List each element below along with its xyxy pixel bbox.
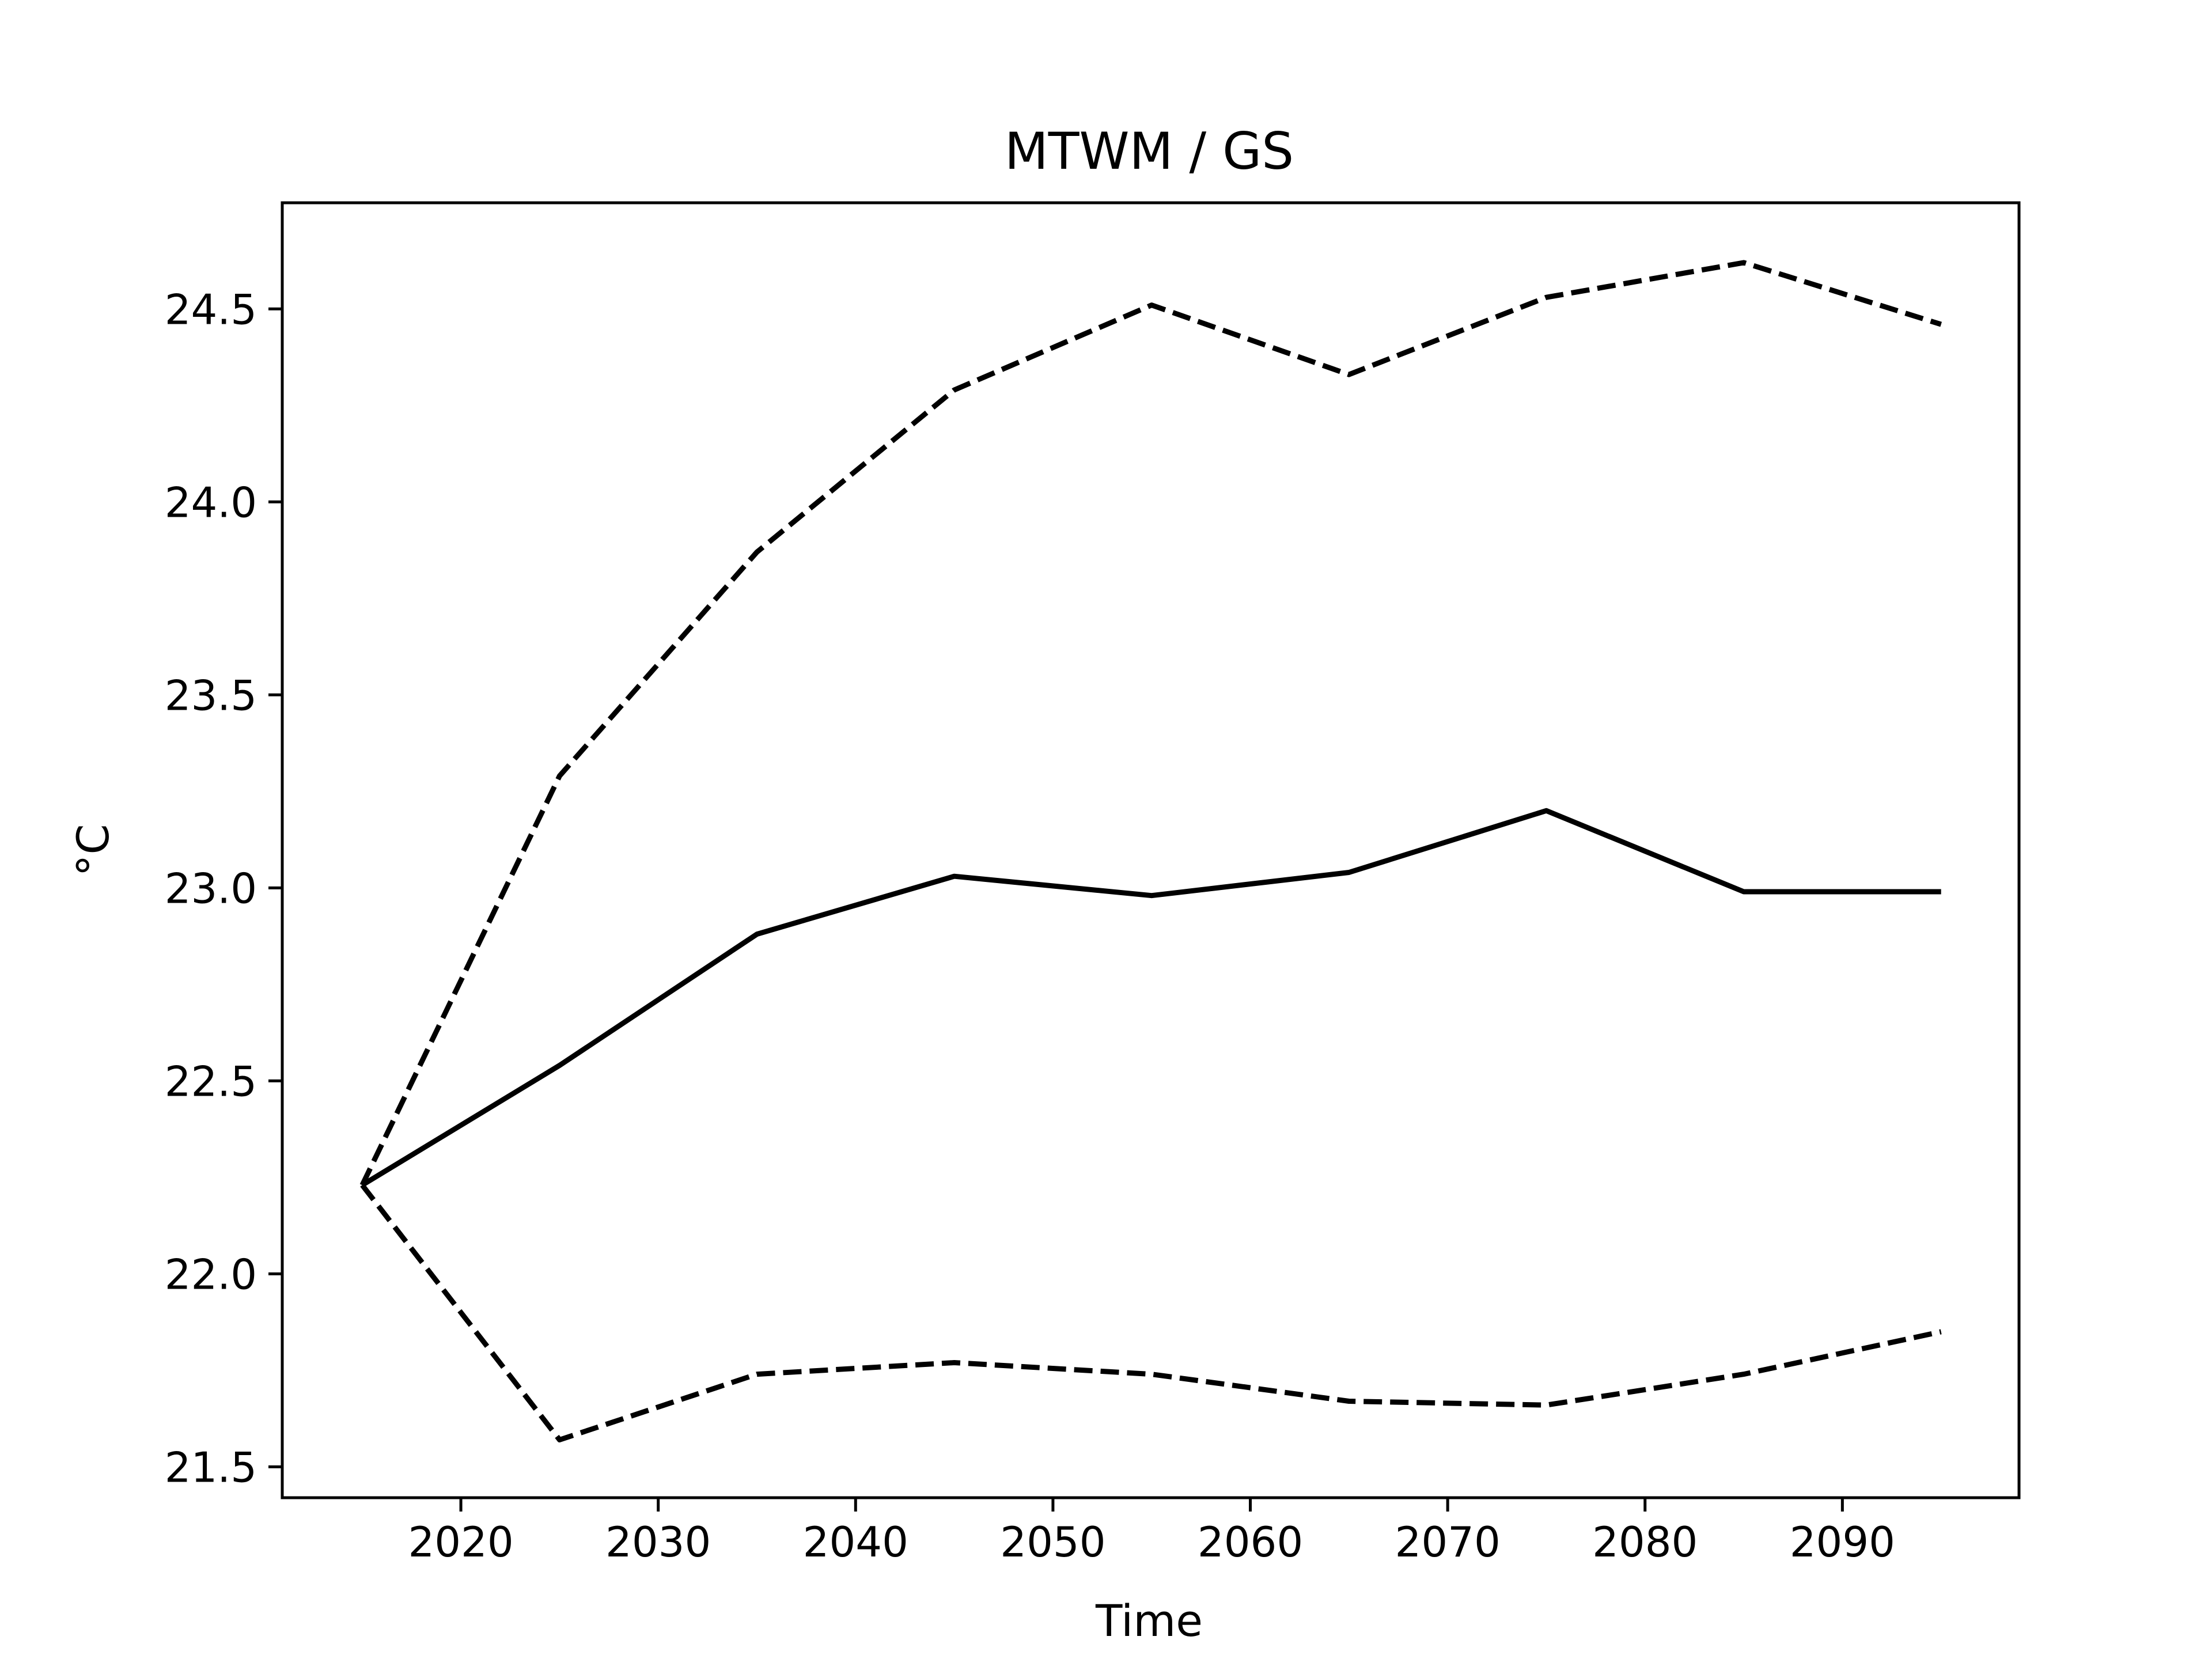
y-tick-label: 23.0 [165, 864, 257, 912]
x-tick-label: 2040 [803, 1518, 908, 1566]
plot-frame [281, 201, 2021, 1499]
x-tick-label: 2080 [1592, 1518, 1698, 1566]
x-tick-label: 2070 [1395, 1518, 1501, 1566]
y-tick-label: 23.5 [165, 671, 257, 719]
y-tick-label: 24.5 [165, 285, 257, 334]
x-axis: 2020 2030 2040 2050 2060 2070 2080 2090 [408, 1498, 1895, 1566]
median-line [361, 808, 1941, 1188]
x-tick-label: 2020 [408, 1518, 513, 1566]
y-tick-label: 22.5 [165, 1057, 257, 1105]
y-axis: 21.5 22.0 22.5 23.0 23.5 24.0 24.5 [165, 285, 282, 1491]
x-tick-label: 2090 [1790, 1518, 1895, 1566]
y-tick-label: 22.0 [165, 1250, 257, 1298]
plot-area [359, 260, 1942, 1442]
x-tick-label: 2050 [1000, 1518, 1105, 1566]
y-tick-label: 21.5 [165, 1443, 257, 1491]
upper-bound-line [359, 260, 1942, 1187]
y-tick-label: 24.0 [165, 478, 257, 527]
chart-title: MTWM / GS [1005, 122, 1294, 181]
x-axis-label: Time [1095, 1595, 1203, 1646]
x-tick-label: 2030 [605, 1518, 711, 1566]
x-tick-label: 2060 [1198, 1518, 1303, 1566]
y-axis-label: °C [67, 824, 119, 876]
